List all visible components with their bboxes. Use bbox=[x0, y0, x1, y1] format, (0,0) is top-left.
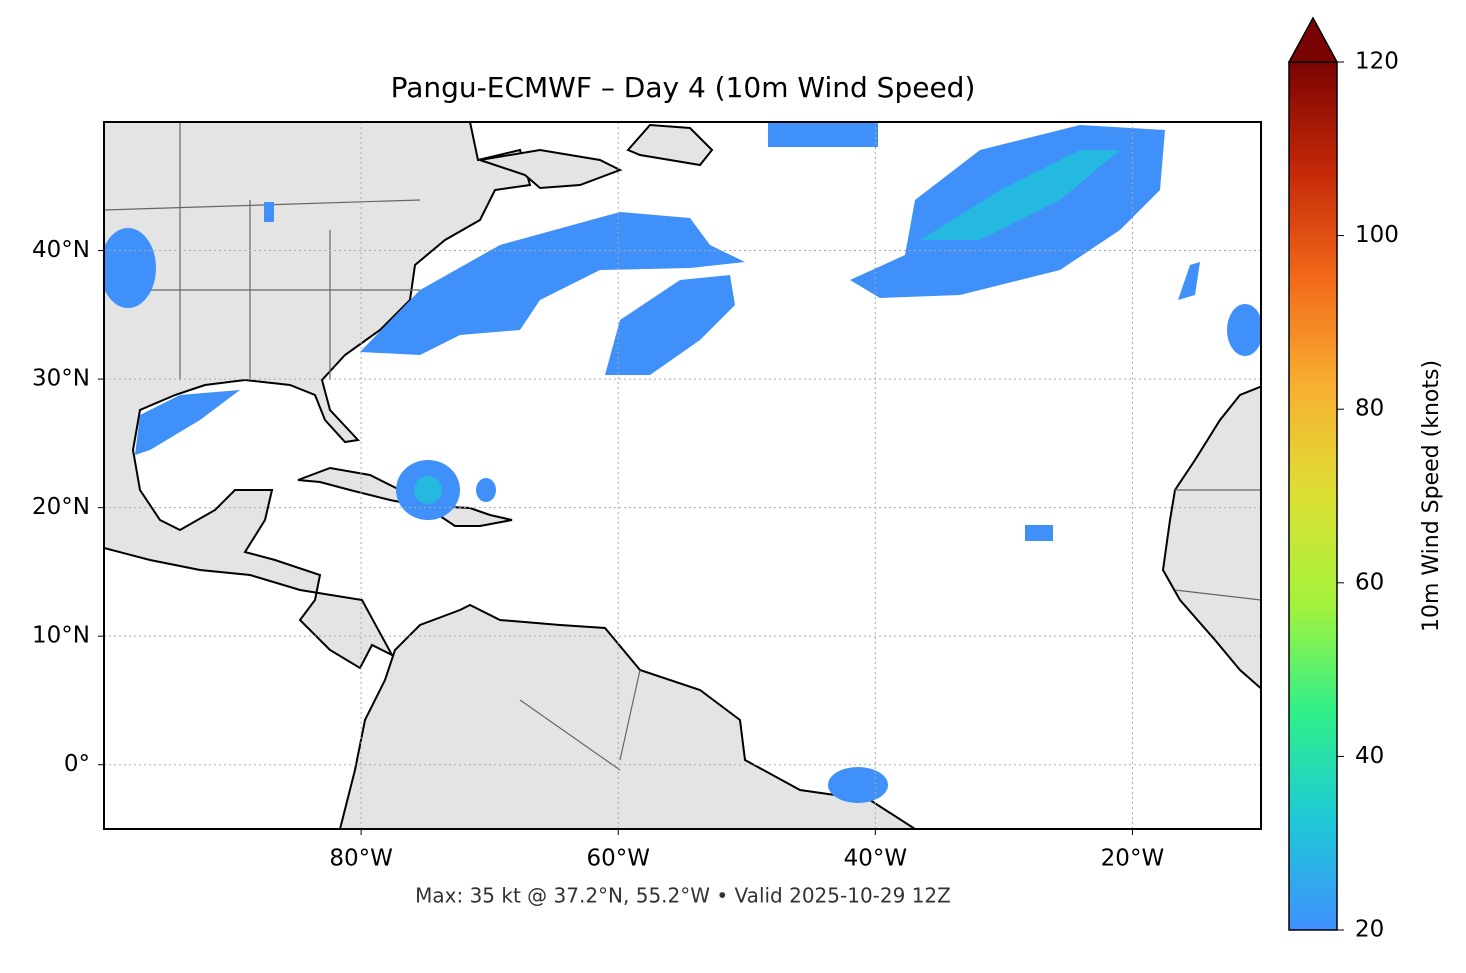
newfoundland bbox=[626, 123, 714, 167]
map-title: Pangu-ECMWF – Day 4 (10m Wind Speed) bbox=[391, 71, 976, 104]
x-tick-label: 60°W bbox=[586, 846, 650, 872]
basemap bbox=[104, 122, 1261, 829]
colorbar-tick-label: 20 bbox=[1355, 917, 1384, 943]
x-tick-label: 40°W bbox=[844, 846, 908, 872]
y-tick-label: 20°N bbox=[32, 494, 90, 520]
colorbar-tick-label: 100 bbox=[1355, 222, 1399, 248]
africa bbox=[1161, 385, 1261, 690]
colorbar-label: 10m Wind Speed (knots) bbox=[1419, 360, 1444, 632]
y-tick-label: 10°N bbox=[32, 623, 90, 649]
colorbar-tick-label: 120 bbox=[1355, 49, 1399, 75]
colorbar-tick-label: 80 bbox=[1355, 396, 1384, 422]
footnote: Max: 35 kt @ 37.2°N, 55.2°W • Valid 2025… bbox=[415, 884, 951, 908]
map-frame bbox=[103, 121, 1262, 830]
south-america bbox=[338, 603, 917, 829]
colorbar-extend bbox=[1287, 16, 1339, 63]
x-tick-label: 80°W bbox=[329, 846, 393, 872]
y-tick-label: 40°N bbox=[32, 237, 90, 263]
north-america bbox=[104, 122, 532, 670]
nova-scotia bbox=[479, 148, 623, 190]
colorbar-tick-label: 40 bbox=[1355, 743, 1384, 769]
x-tick-label: 20°W bbox=[1101, 846, 1165, 872]
colorbar bbox=[1288, 61, 1338, 931]
wind-field bbox=[104, 122, 1261, 803]
colorbar-tick-label: 60 bbox=[1355, 569, 1384, 595]
y-tick-label: 30°N bbox=[32, 366, 90, 392]
y-tick-label: 0° bbox=[64, 751, 90, 777]
